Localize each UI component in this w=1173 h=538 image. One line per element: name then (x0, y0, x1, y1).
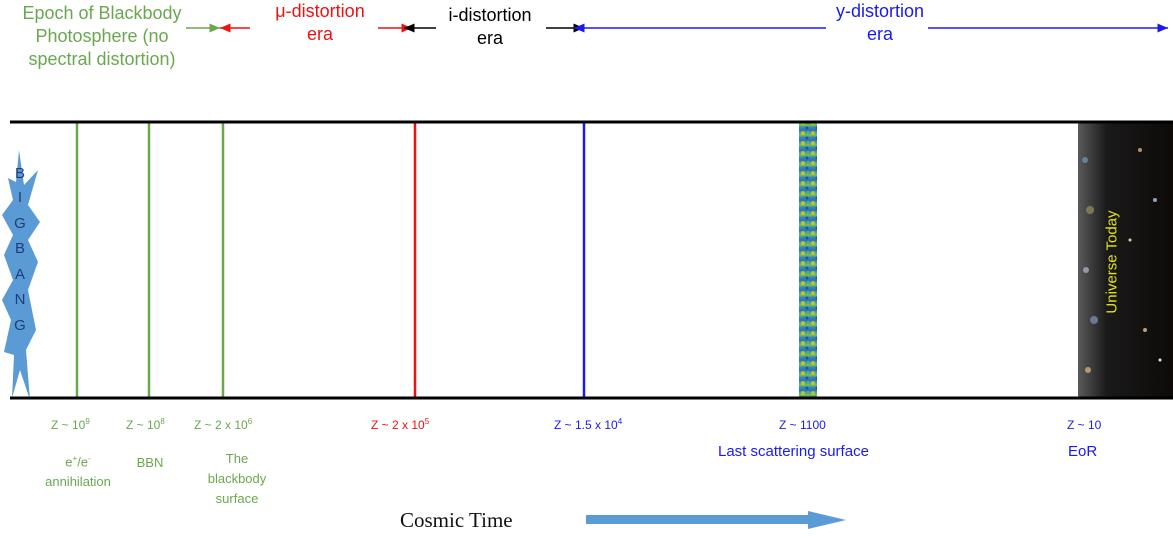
y-era-line1: y-distortion (835, 1, 925, 21)
eor-label: EoR (1068, 443, 1098, 460)
cosmic-time-arrow-head (808, 511, 846, 529)
i-distortion-era-label: i-distortion era (430, 4, 550, 50)
big-bang-star (2, 150, 40, 400)
big-bang-label: B I G B A N G (0, 165, 40, 365)
universe-today-image (1078, 122, 1173, 398)
redshift-label: Z ~ 2 x 105 (371, 417, 430, 433)
mu-distortion-era-label: μ-distortion era (250, 0, 390, 46)
redshift-label: Z ~ 1100 (779, 418, 826, 432)
mu-era-line2: era (306, 24, 333, 44)
big-bang-letter: B (14, 240, 25, 257)
big-bang-letter: G (14, 317, 26, 334)
redshift-label: Z ~ 1.5 x 104 (554, 417, 623, 433)
blackbody-surface-label: The blackbody surface (207, 451, 267, 506)
galaxy-dots (1082, 148, 1162, 373)
big-bang-letter: G (14, 215, 26, 232)
last-scattering-label: Last scattering surface (718, 443, 869, 460)
big-bang-letter: N (14, 291, 26, 308)
blackbody-era-label: Epoch of Blackbody Photosphere (no spect… (22, 3, 182, 69)
big-bang-letter: A (14, 266, 25, 283)
bbn-label: BBN (136, 455, 164, 470)
big-bang-letter: I (17, 189, 23, 206)
universe-today-label: Universe Today (1103, 210, 1121, 314)
redshift-label: Z ~ 108 (126, 417, 165, 433)
redshift-label: Z ~ 2 x 106 (194, 417, 253, 433)
i-era-line1: i-distortion (448, 5, 532, 25)
annihilation-label: e+/e- annihilation (45, 454, 111, 490)
y-era-line2: era (866, 24, 893, 44)
redshift-label: Z ~ 10 (1067, 418, 1102, 432)
big-bang-letter: B (14, 165, 25, 182)
i-era-line2: era (476, 28, 503, 48)
cosmic-time-arrow-shaft (586, 515, 810, 524)
cosmic-time-label: Cosmic Time (400, 508, 513, 532)
cmb-strip (799, 122, 817, 398)
mu-era-line1: μ-distortion (275, 1, 365, 21)
y-distortion-era-label: y-distortion era (810, 0, 950, 46)
redshift-label: Z ~ 109 (51, 417, 90, 433)
